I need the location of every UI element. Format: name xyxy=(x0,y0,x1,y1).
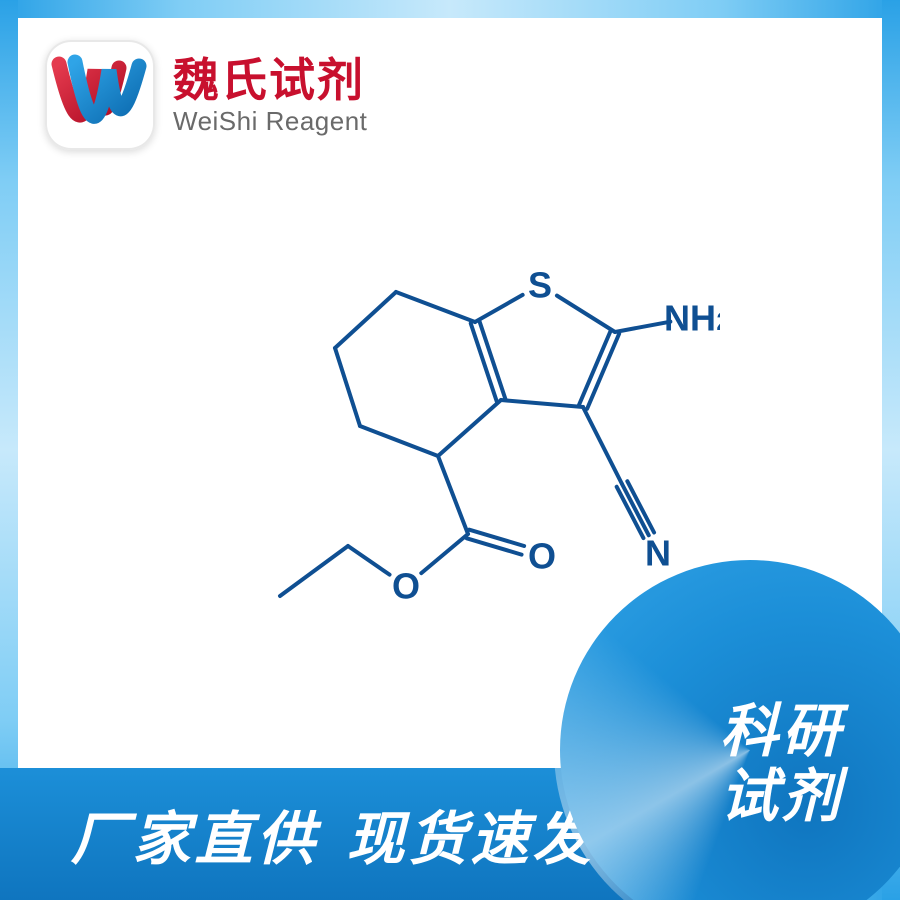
molecule-svg: S NH2 N O O xyxy=(220,240,720,650)
brand-logo-icon xyxy=(45,40,155,150)
svg-text:O: O xyxy=(528,536,556,577)
frame-edge-top xyxy=(0,0,900,18)
svg-text:2: 2 xyxy=(716,308,720,336)
svg-text:S: S xyxy=(528,265,552,306)
svg-text:O: O xyxy=(392,566,420,607)
svg-text:NH: NH xyxy=(664,298,716,339)
chemical-structure: S NH2 N O O xyxy=(220,240,720,650)
w-swoosh-icon xyxy=(45,40,155,150)
svg-text:N: N xyxy=(645,533,671,574)
corner-badge-line2: 试剂 xyxy=(720,765,844,830)
brand-logo-text: 魏氏试剂 WeiShi Reagent xyxy=(173,54,367,137)
brand-logo: 魏氏试剂 WeiShi Reagent xyxy=(45,40,367,150)
corner-badge-text: 科研 试剂 xyxy=(720,700,844,830)
corner-badge-line1: 科研 xyxy=(720,700,844,765)
brand-name-en: WeiShi Reagent xyxy=(173,107,367,137)
promo-text-left: 厂家直供 xyxy=(70,792,318,876)
promo-text-right: 现货速发 xyxy=(347,792,595,876)
frame-edge-left xyxy=(0,0,18,900)
product-card: 魏氏试剂 WeiShi Reagent S NH2 N O O 厂家直供 现货速发 科研… xyxy=(0,0,900,900)
brand-name-cn: 魏氏试剂 xyxy=(173,54,367,107)
